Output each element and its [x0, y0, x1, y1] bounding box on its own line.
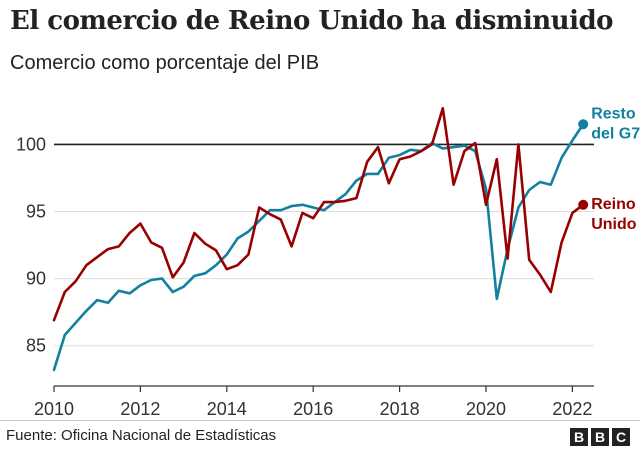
series-end-point	[578, 199, 589, 210]
x-tick-label: 2020	[466, 399, 506, 419]
x-tick-label: 2018	[380, 399, 420, 419]
x-tick-label: 2022	[552, 399, 592, 419]
series-end-point	[578, 119, 589, 130]
x-tick-label: 2016	[293, 399, 333, 419]
y-tick-label: 85	[26, 336, 46, 356]
logo-letter: B	[570, 428, 588, 446]
series-label: del G7	[591, 125, 640, 142]
series-label: Unido	[591, 216, 637, 233]
series-line-resto-g7	[52, 123, 585, 372]
x-tick-label: 2014	[207, 399, 247, 419]
logo-letter: C	[612, 428, 630, 446]
y-tick-label: 95	[26, 202, 46, 222]
series-label: Resto	[591, 105, 636, 122]
bbc-logo: B B C	[570, 428, 630, 446]
x-tick-label: 2010	[34, 399, 74, 419]
series-line-reino-unido	[52, 106, 585, 322]
footer-divider	[0, 420, 640, 421]
x-tick-label: 2012	[120, 399, 160, 419]
series-label: Reino	[591, 196, 636, 213]
source-note: Fuente: Oficina Nacional de Estadísticas	[6, 427, 277, 444]
chart-subtitle: Comercio como porcentaje del PIB	[10, 52, 320, 74]
y-tick-label: 90	[26, 269, 46, 289]
line-chart: 85 90 95 100 2010 2012 2014 2016 2018 2020 2022 Res…	[16, 105, 640, 419]
logo-letter: B	[591, 428, 609, 446]
chart-title: El comercio de Reino Unido ha disminuido	[10, 6, 613, 36]
y-tick-label: 100	[16, 134, 46, 154]
